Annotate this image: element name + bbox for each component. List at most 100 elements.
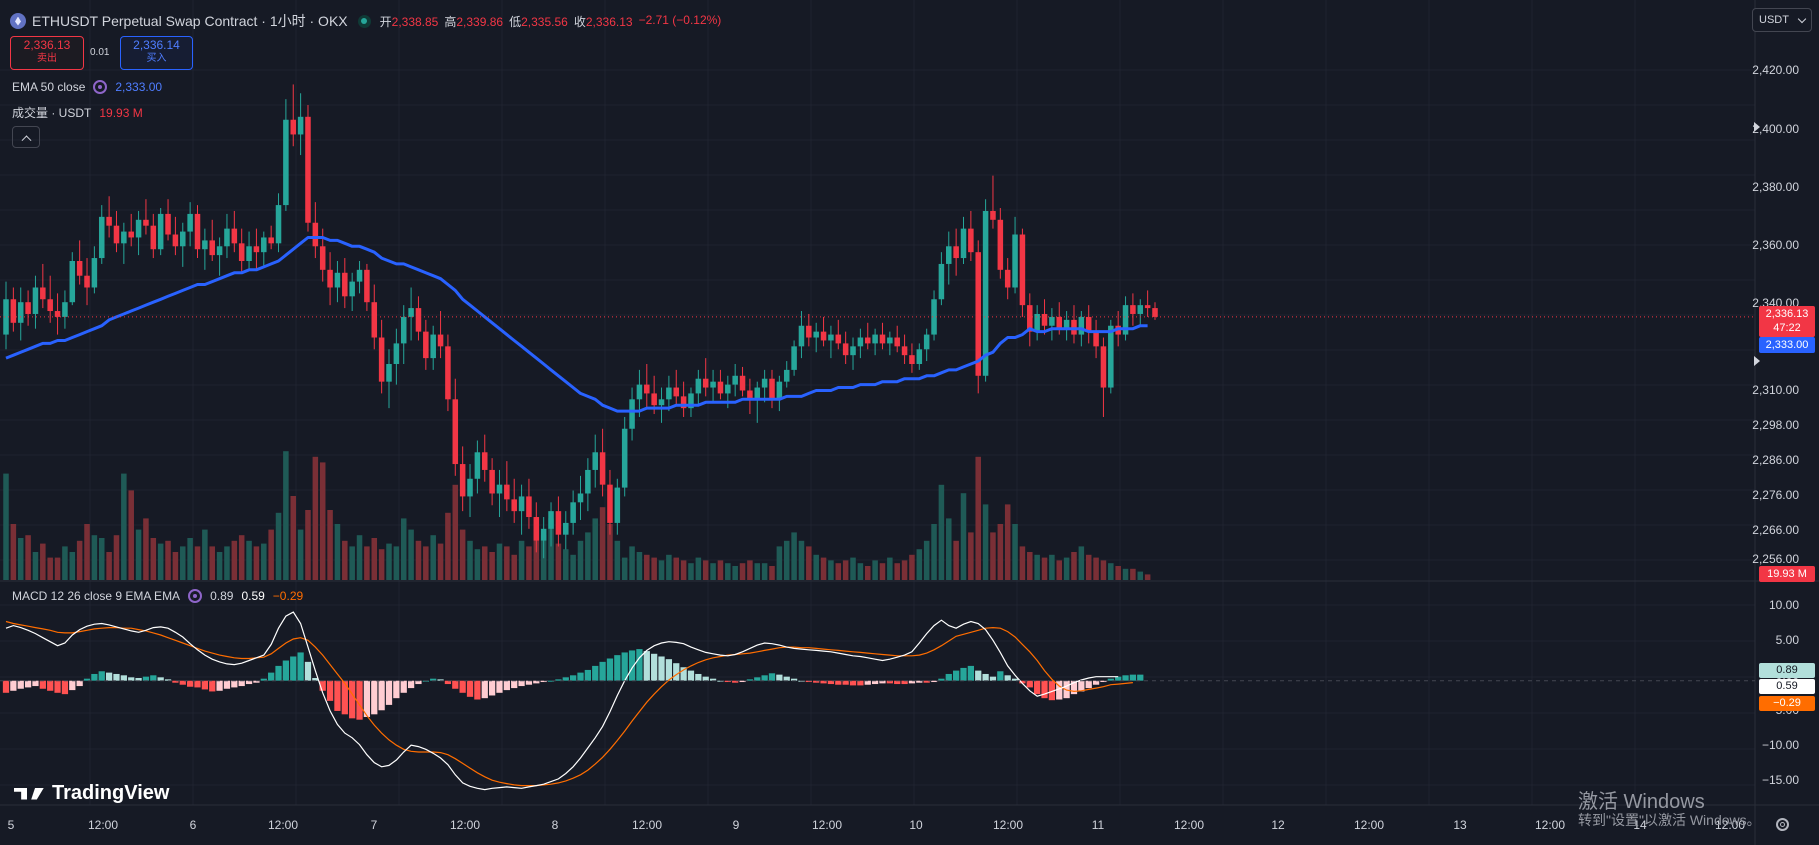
candle-body <box>143 219 149 226</box>
volume-bar <box>459 529 466 580</box>
macd-histogram-bar <box>415 680 422 685</box>
candle-body <box>489 469 495 494</box>
volume-bar <box>887 557 893 580</box>
candle-body <box>1063 319 1070 329</box>
macd-histogram-bar <box>894 680 901 685</box>
macd-histogram-bar <box>533 680 540 684</box>
volume-bar <box>614 540 621 580</box>
macd-histogram-bar <box>687 670 695 681</box>
macd-histogram-bar <box>24 680 32 688</box>
macd-histogram-bar <box>982 673 989 681</box>
volume-bar <box>923 540 930 580</box>
buy-button[interactable]: 2,336.14 买入 <box>120 36 193 70</box>
macd-histogram-bar <box>496 680 503 693</box>
macd-histogram-bar <box>1078 680 1085 692</box>
macd-legend-hist: 0.89 <box>210 589 234 603</box>
volume-bar <box>415 540 422 580</box>
high-label: 高 <box>444 14 457 29</box>
volume-bar <box>813 554 819 580</box>
volume-bar <box>1078 546 1085 580</box>
macd-histogram-bar <box>371 680 378 715</box>
candle-body <box>423 331 429 359</box>
volume-bar <box>268 529 274 580</box>
candle-body <box>47 299 53 312</box>
candle-body <box>209 240 215 256</box>
volume-legend[interactable]: 成交量 · USDT 19.93 M <box>12 104 143 121</box>
volume-bar <box>1071 552 1077 580</box>
last-price-tag: 2,336.13 47:22 <box>1759 306 1815 337</box>
macd-histogram-bar <box>120 675 127 681</box>
candle-body <box>187 213 193 232</box>
macd-histogram-bar <box>312 678 319 681</box>
macd-line <box>5 611 1119 791</box>
macd-histogram-bar <box>150 675 157 681</box>
volume-bar <box>702 560 709 580</box>
macd-histogram-bar <box>960 667 967 681</box>
macd-histogram-bar <box>1115 676 1122 681</box>
ema-legend[interactable]: EMA 50 close 2,333.00 <box>12 80 162 94</box>
currency-select[interactable]: USDT <box>1752 8 1812 32</box>
candle-body <box>437 334 444 347</box>
volume-bar <box>960 493 967 580</box>
volume-bar <box>364 546 370 580</box>
volume-bar <box>1041 557 1048 580</box>
macd-histogram-bar <box>268 672 275 681</box>
macd-histogram-bar <box>1070 680 1078 695</box>
macd-histogram-bar <box>1137 674 1144 681</box>
time-axis-label: 5 <box>7 818 15 832</box>
candle-body <box>680 396 687 409</box>
macd-histogram-bar <box>452 680 459 689</box>
macd-legend[interactable]: MACD 12 26 close 9 EMA EMA 0.89 0.59 −0.… <box>12 589 303 603</box>
volume-bar <box>452 484 459 580</box>
volume-bar <box>990 532 996 580</box>
time-axis-label: 7 <box>370 818 378 832</box>
candle-body <box>356 269 363 282</box>
candle-body <box>445 346 451 400</box>
macd-histogram-bar <box>209 680 216 692</box>
macd-histogram-bar <box>54 680 61 693</box>
candle-body <box>563 522 569 535</box>
volume-bar <box>850 557 856 580</box>
volume-bar <box>570 554 576 580</box>
candle-body <box>430 334 436 359</box>
volume-bar <box>150 538 157 580</box>
time-axis-label: 12:00 <box>631 818 663 832</box>
sell-button[interactable]: 2,336.13 卖出 <box>10 36 84 70</box>
macd-histogram-bar <box>628 650 636 681</box>
candle-body <box>1093 331 1099 347</box>
volume-bar <box>135 529 142 580</box>
tradingview-logo[interactable]: TradingView <box>14 782 169 805</box>
macd-histogram-bar <box>17 680 24 689</box>
macd-legend-signal: −0.29 <box>272 589 304 603</box>
volume-bar <box>231 540 238 580</box>
candle-body <box>275 205 282 244</box>
macd-histogram-bar <box>1004 675 1011 681</box>
macd-histogram-bar <box>768 673 776 681</box>
time-axis-label: 6 <box>189 818 197 832</box>
candle-body <box>938 263 945 300</box>
volume-bar <box>84 524 90 580</box>
price-axis-label: 2,400.00 <box>1752 122 1799 136</box>
ema-line-group <box>5 236 1148 413</box>
volume-bar <box>791 532 797 580</box>
macd-histogram-bar <box>1019 680 1026 684</box>
macd-histogram-bar <box>216 680 223 691</box>
gear-icon[interactable] <box>1776 818 1789 831</box>
volume-bar <box>857 563 864 580</box>
candle-body <box>268 237 274 244</box>
collapse-legend-button[interactable] <box>12 126 40 148</box>
symbol-title[interactable]: ETHUSDT Perpetual Swap Contract · 1小时 · … <box>32 13 348 29</box>
candle-body <box>1137 305 1144 314</box>
macd-settings-icon[interactable] <box>188 589 203 603</box>
volume-bar <box>946 518 952 580</box>
candle-body <box>253 246 260 253</box>
macd-histogram-bar <box>614 655 621 681</box>
candle-body <box>312 222 319 247</box>
indicator-settings-icon[interactable] <box>93 80 108 94</box>
volume-bar <box>180 546 186 580</box>
macd-histogram-bar <box>98 671 105 681</box>
volume-bar <box>607 524 613 580</box>
